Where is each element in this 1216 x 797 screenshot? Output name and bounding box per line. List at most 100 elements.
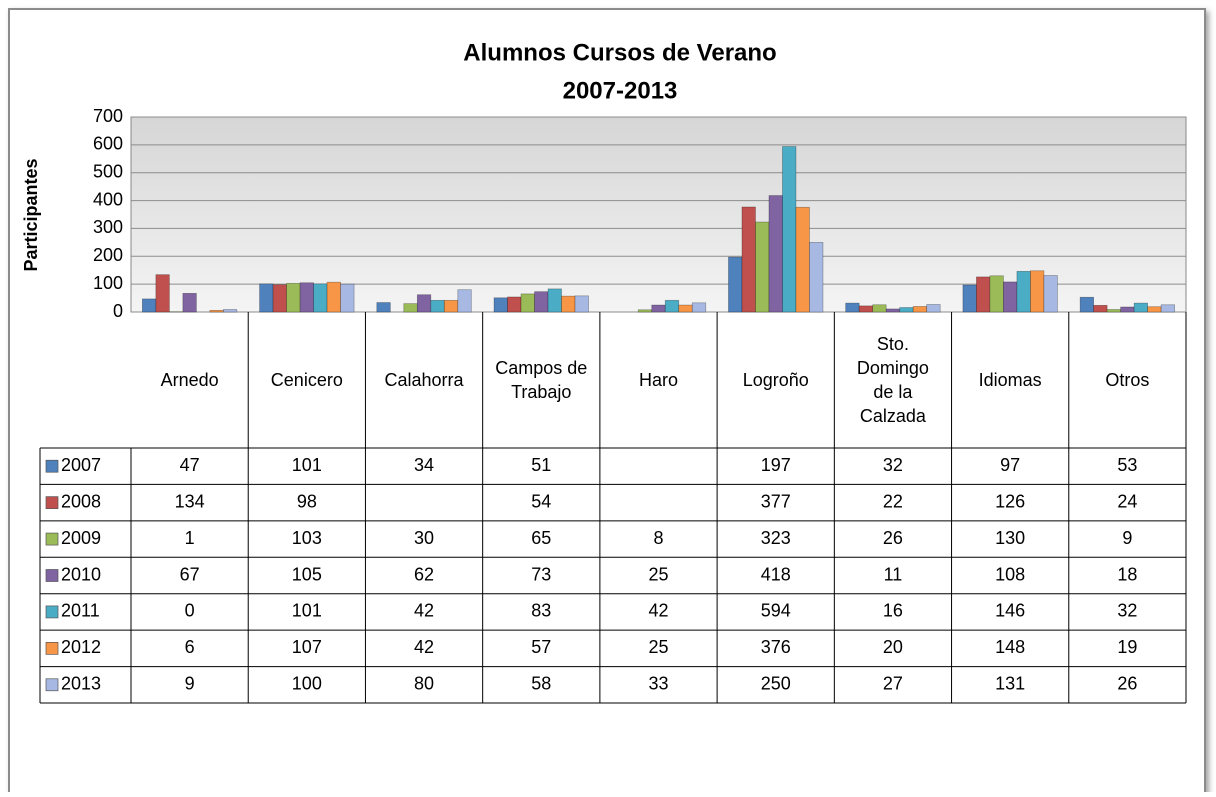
y-tick-label: 0 — [113, 301, 123, 321]
table-value: 33 — [648, 674, 668, 694]
legend-key — [46, 533, 58, 545]
table-value: 126 — [995, 491, 1025, 511]
table-value: 376 — [761, 637, 791, 657]
legend-label: 2011 — [61, 601, 100, 621]
y-tick-label: 200 — [93, 245, 123, 265]
bar — [300, 283, 314, 312]
x-tick-label: Haro — [604, 312, 713, 448]
bar — [1044, 276, 1058, 312]
table-value: 418 — [761, 564, 791, 584]
y-tick-label: 400 — [93, 189, 123, 209]
y-tick-label: 300 — [93, 217, 123, 237]
table-value: 34 — [414, 455, 434, 475]
table-value: 250 — [761, 674, 791, 694]
table-value: 148 — [995, 637, 1025, 657]
bar — [665, 300, 679, 312]
x-tick-label: Cenicero — [252, 312, 361, 448]
bar — [728, 257, 742, 312]
bar — [142, 299, 156, 312]
table-value: 103 — [292, 528, 322, 548]
category-cell: Arnedo — [135, 312, 244, 448]
bar — [1030, 271, 1044, 312]
x-tick-label: Sto. Domingo de la Calzada — [838, 312, 947, 448]
legend-key — [46, 642, 58, 654]
table-value: 100 — [292, 674, 322, 694]
table-value: 16 — [883, 601, 903, 621]
bar — [273, 285, 287, 312]
table-value: 105 — [292, 564, 322, 584]
bar — [1003, 282, 1017, 312]
table-value: 73 — [531, 564, 551, 584]
bar — [769, 196, 783, 312]
table-value: 197 — [761, 455, 791, 475]
x-tick-label: Calahorra — [369, 312, 478, 448]
bar — [782, 147, 796, 312]
bar — [652, 305, 666, 312]
legend-label: 2010 — [61, 564, 101, 584]
table-value: 101 — [292, 601, 322, 621]
bar — [183, 293, 197, 312]
category-cell: Cenicero — [252, 312, 361, 448]
bar — [508, 297, 522, 312]
y-tick-label: 100 — [93, 273, 123, 293]
table-value: 9 — [1122, 528, 1132, 548]
table-value: 22 — [883, 491, 903, 511]
category-cell: Haro — [604, 312, 713, 448]
table-value: 42 — [414, 637, 434, 657]
x-tick-label: Arnedo — [135, 312, 244, 448]
table-value: 19 — [1117, 637, 1137, 657]
y-tick-label: 500 — [93, 161, 123, 181]
table-value: 54 — [531, 491, 551, 511]
table-value: 83 — [531, 601, 551, 621]
table-value: 24 — [1117, 491, 1137, 511]
table-value: 30 — [414, 528, 434, 548]
table-value: 20 — [883, 637, 903, 657]
table-value: 146 — [995, 601, 1025, 621]
legend-key — [46, 460, 58, 472]
y-tick-label: 700 — [93, 106, 123, 126]
legend-label: 2008 — [61, 491, 101, 511]
bar — [260, 284, 274, 312]
bar — [156, 275, 170, 312]
bar — [314, 284, 328, 312]
chart-title: Alumnos Cursos de Verano — [463, 39, 776, 66]
bar — [404, 304, 418, 312]
bar — [535, 292, 549, 312]
bar — [692, 303, 706, 312]
bar — [521, 294, 535, 312]
table-value: 32 — [1117, 601, 1137, 621]
x-tick-label: Campos de Trabajo — [487, 312, 596, 448]
table-value: 27 — [883, 674, 903, 694]
bar — [976, 277, 990, 312]
legend-key — [46, 606, 58, 618]
legend-key — [46, 679, 58, 691]
bar — [417, 295, 431, 312]
table-value: 80 — [414, 674, 434, 694]
legend-label: 2009 — [61, 528, 101, 548]
bar — [1134, 303, 1148, 312]
table-value: 107 — [292, 637, 322, 657]
table-value: 101 — [292, 455, 322, 475]
table-value: 131 — [995, 674, 1025, 694]
table-value: 8 — [653, 528, 663, 548]
table-value: 98 — [297, 491, 317, 511]
bar — [1094, 305, 1108, 312]
table-value: 323 — [761, 528, 791, 548]
table-value: 53 — [1117, 455, 1137, 475]
bar — [1080, 297, 1094, 312]
table-value: 130 — [995, 528, 1025, 548]
table-value: 58 — [531, 674, 551, 694]
chart-subtitle: 2007-2013 — [563, 77, 678, 104]
y-tick-label: 600 — [93, 134, 123, 154]
x-tick-label: Otros — [1073, 312, 1182, 448]
table-value: 97 — [1000, 455, 1020, 475]
table-value: 11 — [884, 564, 903, 584]
bar — [742, 207, 756, 312]
table-value: 42 — [414, 601, 434, 621]
table-value: 42 — [648, 601, 668, 621]
table-value: 377 — [761, 491, 791, 511]
table-value: 594 — [761, 601, 791, 621]
bar — [846, 303, 860, 312]
table-value: 51 — [531, 455, 551, 475]
